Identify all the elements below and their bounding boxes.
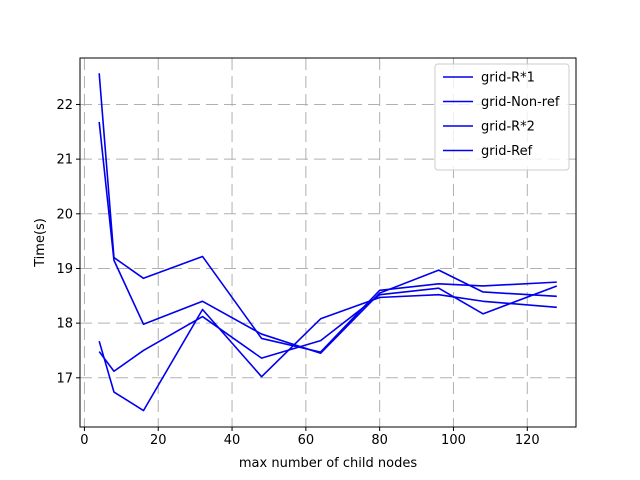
y-tick-label: 17 [56, 371, 73, 386]
legend-box [434, 63, 570, 171]
legend-entry: grid-Ref [481, 144, 533, 159]
y-tick-label: 21 [56, 153, 73, 168]
y-tick-label: 22 [56, 98, 73, 113]
series-line-4 [98, 285, 558, 373]
legend: grid-R*1 grid-Non-ref grid-R*2 grid-Ref [434, 63, 570, 171]
x-tick-label: 100 [441, 433, 466, 448]
x-tick-label: 60 [298, 433, 315, 448]
axis-ticks: 0 20 40 60 80 100 120 17 18 19 20 21 22 [56, 98, 539, 448]
legend-entry: grid-R*1 [481, 71, 535, 86]
series-line-2 [98, 121, 557, 355]
y-tick-label: 20 [56, 207, 73, 222]
series-lines [98, 73, 558, 412]
x-tick-label: 80 [371, 433, 388, 448]
x-tick-label: 40 [224, 433, 241, 448]
y-tick-label: 19 [56, 262, 73, 277]
legend-entry: grid-Non-ref [481, 95, 560, 110]
x-tick-label: 0 [80, 433, 88, 448]
series-line-3 [98, 293, 557, 412]
y-axis-label: Time(s) [33, 218, 48, 268]
x-tick-label: 120 [515, 433, 540, 448]
x-tick-label: 20 [150, 433, 167, 448]
legend-entry: grid-R*2 [481, 120, 535, 135]
x-axis-label: max number of child nodes [239, 456, 417, 471]
plot-frame [79, 57, 577, 428]
series-line-1 [98, 73, 557, 353]
y-tick-label: 18 [56, 317, 73, 332]
